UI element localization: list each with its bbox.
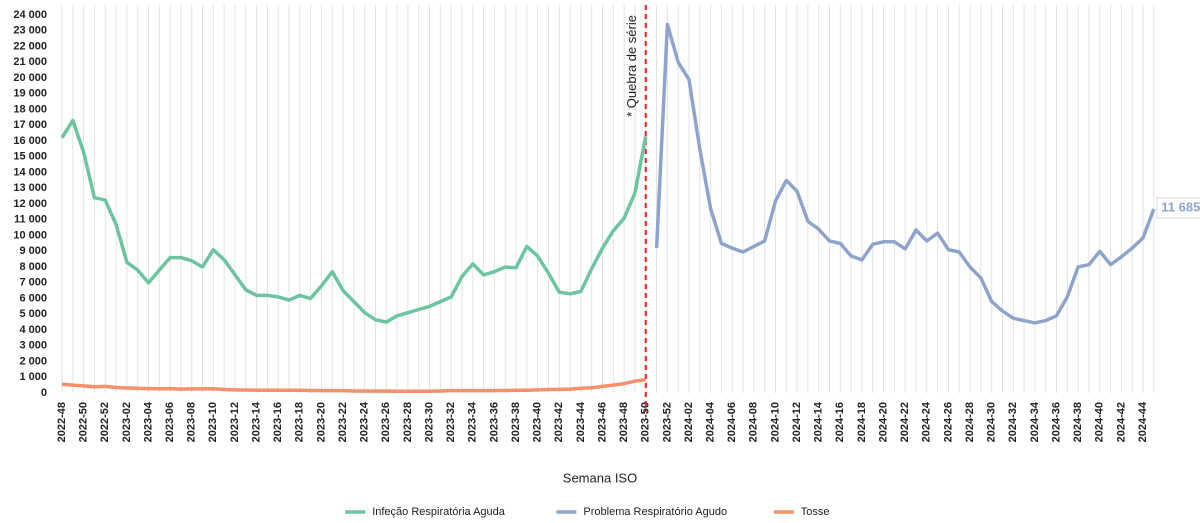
- y-tick-label: 21 000: [13, 56, 47, 68]
- value-label-box: 11 685: [1156, 197, 1200, 219]
- x-tick-label: 2023-14: [250, 401, 262, 442]
- x-tick-label: 2024-18: [856, 402, 868, 442]
- y-tick-label: 1 000: [19, 371, 47, 383]
- y-tick-label: 23 000: [13, 25, 47, 37]
- x-tick-label: 2024-10: [769, 402, 781, 442]
- x-tick-label: 2023-48: [618, 402, 630, 442]
- x-tick-label: 2023-16: [272, 402, 284, 442]
- x-tick-label: 2022-50: [78, 402, 90, 442]
- x-tick-label: 2023-18: [294, 402, 306, 442]
- value-label: 11 685: [1161, 199, 1200, 214]
- x-tick-label: 2023-36: [488, 402, 500, 442]
- y-tick-label: 5 000: [19, 308, 47, 320]
- x-tick-label: 2023-32: [445, 402, 457, 442]
- x-tick-label: 2023-12: [229, 402, 241, 442]
- y-tick-label: 13 000: [13, 182, 47, 194]
- x-tick-label: 2023-06: [164, 402, 176, 442]
- y-tick-label: 12 000: [13, 198, 47, 210]
- y-tick-label: 11 000: [14, 214, 47, 226]
- x-tick-label: 2024-32: [1007, 402, 1019, 442]
- x-tick-label: 2024-24: [921, 401, 933, 442]
- x-tick-label: 2024-16: [834, 402, 846, 442]
- y-tick-label: 16 000: [13, 135, 47, 147]
- series-line: [654, 22, 1156, 325]
- x-tick-label: 2023-10: [207, 402, 219, 442]
- x-tick-label: 2023-40: [532, 402, 544, 442]
- y-tick-label: 9 000: [19, 245, 47, 257]
- x-tick-label: 2024-28: [964, 402, 976, 442]
- x-tick-label: 2023-02: [121, 402, 133, 442]
- series-line: [60, 118, 648, 324]
- y-tick-label: 14 000: [13, 166, 47, 178]
- x-tick-label: 2023-42: [553, 402, 565, 442]
- y-tick-label: 20 000: [13, 72, 47, 84]
- x-tick-label: 2023-46: [596, 402, 608, 442]
- x-tick-label: 2024-02: [683, 402, 695, 442]
- x-tick-label: 2024-22: [899, 402, 911, 442]
- x-tick-label: 2024-12: [791, 402, 803, 442]
- x-tick-label: 2024-06: [726, 402, 738, 442]
- y-tick-label: 10 000: [13, 229, 47, 241]
- x-tick-label: 2023-04: [142, 401, 154, 442]
- y-tick-label: 3 000: [19, 340, 47, 352]
- x-tick-label: 2023-22: [337, 402, 349, 442]
- x-tick-label: 2022-48: [56, 402, 68, 442]
- label-box: [1156, 197, 1200, 219]
- x-tick-label: 2024-14: [813, 401, 825, 442]
- x-tick-label: 2024-42: [1115, 402, 1127, 442]
- y-tick-label: 7 000: [19, 277, 47, 289]
- x-tick-label: 2023-44: [575, 401, 587, 442]
- x-tick-label: 2024-04: [705, 401, 717, 442]
- y-tick-label: 4 000: [19, 324, 47, 336]
- x-tick-label: 2023-24: [359, 401, 371, 442]
- y-tick-label: 17 000: [13, 119, 47, 131]
- x-tick-label: 2024-40: [1094, 402, 1106, 442]
- x-axis-title: Semana ISO: [563, 470, 637, 485]
- annotation: * Quebra de série: [624, 15, 639, 117]
- x-tick-label: 2023-26: [380, 402, 392, 442]
- y-tick-label: 8 000: [19, 261, 47, 273]
- x-tick-label: 2024-26: [942, 402, 954, 442]
- x-tick-label: 2024-38: [1072, 402, 1084, 442]
- x-tick-label: 2023-08: [186, 402, 198, 442]
- x-tick-label: 2023-52: [661, 402, 673, 442]
- y-tick-label: 15 000: [13, 151, 47, 163]
- x-tick-label: 2024-44: [1137, 401, 1149, 442]
- series-line: [61, 377, 646, 394]
- x-tick-label: 2022-52: [99, 402, 111, 442]
- x-tick-label: 2023-30: [423, 402, 435, 442]
- x-tick-label: 2024-36: [1050, 402, 1062, 442]
- x-tick-label: 2023-38: [510, 402, 522, 442]
- y-tick-label: 2 000: [19, 355, 47, 367]
- x-tick-label: 2023-50: [640, 402, 652, 442]
- x-tick-label: 2023-34: [467, 401, 479, 442]
- x-tick-label: 2024-34: [1029, 401, 1041, 442]
- legend-label: Problema Respiratório Agudo: [583, 506, 727, 518]
- legend-label: Tosse: [801, 506, 830, 518]
- y-tick-label: 24 000: [13, 9, 47, 21]
- y-tick-label: 0: [41, 387, 47, 399]
- x-tick-label: 2024-30: [986, 402, 998, 442]
- x-tick-label: 2023-20: [315, 402, 327, 442]
- y-tick-label: 18 000: [13, 103, 47, 115]
- legend-label: Infeção Respiratória Aguda: [372, 506, 506, 518]
- y-tick-label: 19 000: [13, 88, 47, 100]
- x-tick-label: 2024-08: [748, 402, 760, 442]
- x-tick-label: 2024-20: [877, 402, 889, 442]
- x-tick-label: 2023-28: [402, 402, 414, 442]
- y-tick-label: 22 000: [13, 40, 47, 52]
- y-tick-label: 6 000: [19, 292, 47, 304]
